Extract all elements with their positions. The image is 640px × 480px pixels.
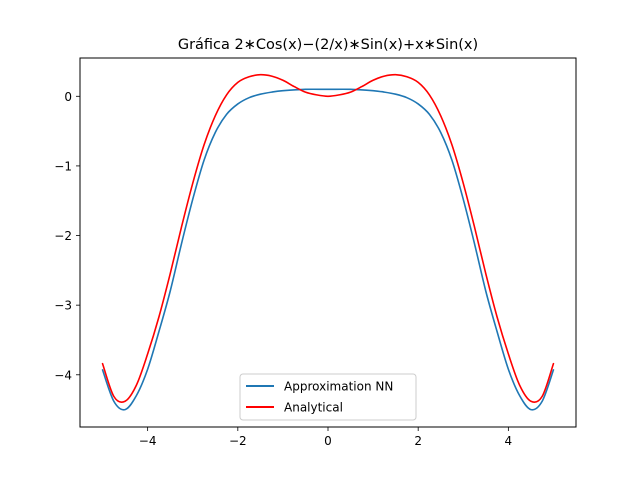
- y-tick-label: −4: [54, 368, 72, 382]
- series-line-approximation-nn: [101, 88, 555, 411]
- plot-area: −4 −2 0 2 4 0 −1 −2 −3 −4: [54, 57, 577, 448]
- x-tick-label: 0: [324, 434, 332, 448]
- x-axis: −4 −2 0 2 4: [139, 427, 512, 448]
- legend: Approximation NN Analytical: [239, 373, 417, 421]
- y-tick-label: −3: [54, 299, 72, 313]
- y-tick-label: 0: [64, 90, 72, 104]
- legend-label-approximation-nn: Approximation NN: [284, 380, 393, 394]
- y-tick-label: −2: [54, 229, 72, 243]
- x-tick-label: 4: [505, 434, 513, 448]
- series-layer: [101, 73, 555, 411]
- x-tick-label: 2: [414, 434, 422, 448]
- x-tick-label: −2: [229, 434, 247, 448]
- legend-label-analytical: Analytical: [284, 401, 343, 415]
- legend-box: [239, 373, 417, 421]
- y-axis: 0 −1 −2 −3 −4: [54, 90, 80, 382]
- x-tick-label: −4: [139, 434, 157, 448]
- series-line-analytical: [101, 73, 555, 403]
- chart-title: Gráfica 2∗Cos(x)−(2/x)∗Sin(x)+x∗Sin(x): [178, 37, 478, 53]
- y-tick-label: −1: [54, 159, 72, 173]
